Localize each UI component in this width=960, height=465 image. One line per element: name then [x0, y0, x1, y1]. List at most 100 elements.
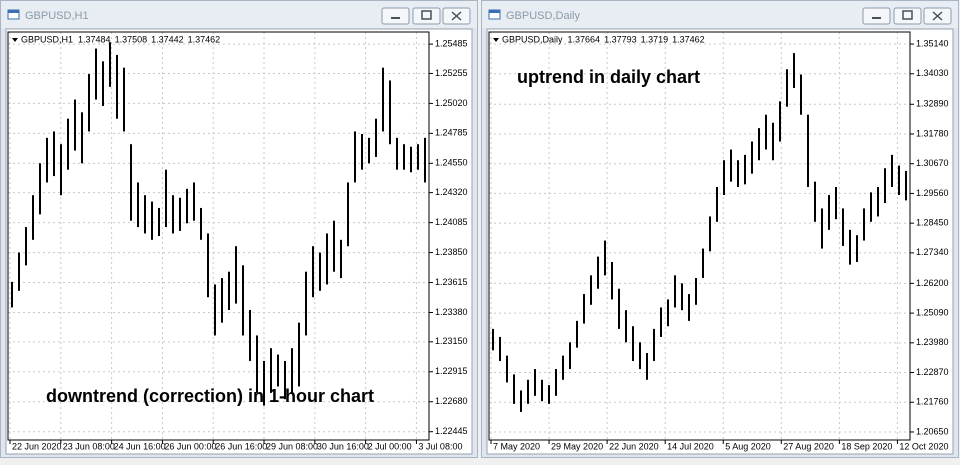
close-button[interactable] [442, 7, 471, 25]
price-bar [744, 154, 746, 185]
x-tick-label: 22 Jun 2020 [12, 441, 62, 451]
x-tick-label: 29 May 2020 [551, 441, 603, 451]
x-tick-label: 29 Jun 08:00 [266, 441, 318, 451]
price-bar [123, 67, 125, 132]
restore-button[interactable] [412, 7, 441, 25]
price-bar [46, 137, 48, 183]
price-bar [424, 137, 426, 183]
price-bar [235, 246, 237, 304]
x-tick-label: 2 Jul 00:00 [368, 441, 412, 451]
price-bar [737, 160, 739, 188]
price-bar [618, 288, 620, 329]
price-bar [646, 352, 648, 380]
y-tick-label: 1.21760 [916, 397, 949, 407]
price-bar [625, 310, 627, 343]
price-bar [270, 348, 272, 393]
price-bar [200, 207, 202, 240]
x-tick-label: 30 Jun 16:00 [317, 441, 369, 451]
x-tick-label: 18 Sep 2020 [841, 441, 892, 451]
price-bar [319, 252, 321, 291]
price-bar [583, 294, 585, 324]
y-tick-label: 1.22870 [916, 367, 949, 377]
price-bar [849, 229, 851, 265]
price-bar [39, 163, 41, 215]
plot-frame [488, 31, 911, 441]
price-bar [81, 112, 83, 164]
price-bar [340, 239, 342, 279]
price-bar [214, 284, 216, 336]
price-bar [95, 48, 97, 100]
y-tick-label: 1.30670 [916, 158, 949, 168]
y-tick-label: 1.24085 [435, 217, 468, 227]
price-bar [674, 275, 676, 308]
price-bar [158, 207, 160, 236]
y-tick-label: 1.25090 [916, 307, 949, 317]
price-bar [18, 252, 20, 291]
icon [872, 17, 881, 19]
price-bar [25, 227, 27, 266]
y-tick-label: 1.23150 [435, 336, 468, 346]
y-tick-label: 1.25485 [435, 38, 468, 48]
minimize-button[interactable] [862, 7, 891, 25]
price-bar [856, 235, 858, 262]
price-bar [396, 137, 398, 170]
price-bar [548, 385, 550, 404]
close-button[interactable] [923, 7, 952, 25]
ohlc-value: 1.37484 [78, 34, 111, 44]
price-bar [298, 322, 300, 387]
price-bar [249, 309, 251, 361]
price-bar [144, 195, 146, 234]
price-bar [242, 265, 244, 336]
price-bar [723, 160, 725, 196]
y-tick-label: 1.28450 [916, 218, 949, 228]
price-bar [513, 374, 515, 404]
price-bar [793, 53, 795, 88]
x-tick-label: 22 Jun 2020 [609, 441, 659, 451]
price-bar [305, 271, 307, 336]
price-bar [151, 201, 153, 240]
x-tick-label: 5 Aug 2020 [725, 441, 771, 451]
y-tick-label: 1.23850 [435, 247, 468, 257]
header-arrow [493, 38, 499, 42]
price-bar [772, 122, 774, 161]
minimize-button-face [862, 7, 891, 25]
y-tick-label: 1.32890 [916, 99, 949, 109]
icon [421, 10, 432, 20]
minimize-button[interactable] [381, 7, 410, 25]
icon [932, 11, 943, 21]
price-bar [681, 283, 683, 311]
price-bar [541, 379, 543, 402]
price-bar [695, 278, 697, 305]
price-bar [870, 192, 872, 222]
y-tick-label: 1.25020 [435, 98, 468, 108]
y-tick-label: 1.22915 [435, 366, 468, 376]
price-bar [506, 355, 508, 383]
price-bar [863, 208, 865, 241]
y-tick-label: 1.29560 [916, 188, 949, 198]
x-tick-label: 12 Oct 2020 [899, 441, 948, 451]
chart-symbol: GBPUSD,H1 [21, 34, 73, 44]
price-bar [716, 187, 718, 222]
price-bar [67, 118, 69, 170]
ohlc-value: 1.37442 [151, 34, 184, 44]
x-tick-label: 14 Jul 2020 [667, 441, 714, 451]
price-bar [361, 134, 363, 170]
price-bar [751, 141, 753, 174]
x-tick-label: 27 Aug 2020 [783, 441, 834, 451]
price-bar [417, 144, 419, 170]
restore-button[interactable] [893, 7, 922, 25]
price-bar [109, 42, 111, 87]
price-bar [765, 114, 767, 150]
price-bar [256, 335, 258, 393]
x-tick-label: 26 Jun 16:00 [215, 441, 267, 451]
price-bar [263, 360, 265, 406]
ohlc-value: 1.37793 [604, 34, 637, 44]
price-bar [165, 169, 167, 228]
price-bar [576, 320, 578, 348]
y-tick-label: 1.23380 [435, 307, 468, 317]
price-bar [403, 144, 405, 170]
price-bar [207, 233, 209, 298]
client-area [5, 28, 473, 455]
price-bar [821, 208, 823, 249]
